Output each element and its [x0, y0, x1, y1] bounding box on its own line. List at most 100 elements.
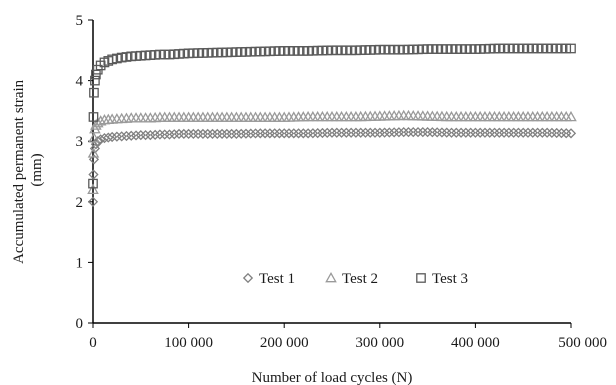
data-point — [397, 109, 410, 121]
series-test-3 — [88, 43, 576, 189]
y-tick-label: 2 — [76, 195, 84, 211]
data-point — [87, 183, 99, 195]
data-point — [522, 110, 534, 122]
data-point — [312, 127, 323, 139]
x-axis-title: Number of load cycles (N) — [252, 370, 413, 385]
data-point — [206, 111, 219, 122]
data-marks — [87, 43, 577, 207]
data-point — [121, 130, 132, 142]
data-point — [103, 132, 114, 143]
data-point — [479, 110, 491, 122]
legend: Test 1 Test 2 Test 3 — [242, 271, 468, 287]
data-point — [192, 111, 204, 122]
data-point — [245, 128, 256, 139]
data-point — [240, 111, 252, 122]
data-point — [474, 110, 486, 122]
data-point — [211, 111, 224, 122]
data-point — [87, 147, 100, 158]
legend-entry: Test 2 — [325, 271, 378, 287]
data-point — [134, 112, 147, 123]
y-tick-label: 4 — [76, 74, 84, 90]
data-point — [560, 110, 573, 122]
data-point — [240, 128, 252, 139]
data-point — [311, 110, 324, 122]
data-point — [90, 139, 101, 150]
data-point — [307, 128, 318, 139]
legend-marker-triangle — [325, 271, 337, 283]
data-point — [483, 110, 496, 122]
data-point — [512, 110, 525, 122]
data-point — [201, 111, 214, 122]
data-point — [88, 178, 98, 189]
legend-marker-diamond — [242, 272, 254, 284]
data-point — [321, 110, 334, 122]
data-point — [565, 128, 577, 139]
data-point — [116, 131, 127, 142]
data-point — [393, 127, 405, 138]
data-point — [302, 128, 314, 139]
data-point — [187, 111, 200, 122]
data-point — [254, 111, 267, 122]
x-tick-label: 400 000 — [451, 335, 500, 351]
data-point — [264, 111, 276, 122]
data-point — [150, 129, 161, 140]
data-point — [345, 110, 357, 122]
data-point — [178, 111, 190, 122]
data-point — [163, 111, 176, 122]
legend-label: Test 2 — [342, 271, 378, 287]
data-point — [541, 110, 553, 122]
data-point — [130, 130, 142, 141]
data-point — [259, 111, 271, 122]
data-point — [158, 111, 171, 122]
data-point — [88, 169, 99, 180]
data-point — [469, 110, 482, 122]
data-point — [88, 132, 100, 143]
data-point — [326, 110, 338, 122]
y-tick-label: 5 — [76, 13, 84, 29]
data-point — [225, 111, 238, 122]
data-point — [145, 130, 156, 141]
x-tick-label: 500 000 — [558, 335, 607, 351]
data-point — [379, 127, 390, 138]
data-point — [249, 111, 262, 122]
y-axis-title-line-1: Accumulated permanent strain — [11, 79, 27, 264]
data-point — [95, 134, 106, 145]
data-point — [374, 127, 385, 138]
data-point — [235, 111, 247, 122]
data-point — [221, 111, 233, 122]
data-point — [230, 111, 243, 122]
data-point — [139, 112, 152, 123]
data-point — [87, 196, 99, 207]
legend-marker-square — [416, 273, 426, 283]
data-point — [231, 128, 242, 140]
data-point — [88, 154, 100, 165]
data-point — [244, 111, 257, 122]
data-point — [517, 110, 530, 122]
data-point — [268, 111, 281, 122]
data-point — [335, 110, 348, 122]
data-point — [493, 110, 506, 122]
data-point — [173, 111, 185, 122]
y-tick-label: 3 — [76, 134, 84, 150]
data-point — [550, 110, 563, 122]
data-point — [107, 131, 118, 143]
data-point — [566, 43, 576, 54]
data-point — [307, 110, 319, 122]
data-point — [250, 128, 261, 139]
data-point — [546, 110, 558, 122]
data-point — [488, 110, 501, 122]
data-point — [111, 131, 123, 142]
data-point — [169, 129, 180, 140]
data-point — [130, 112, 142, 123]
data-point — [236, 128, 247, 139]
data-point — [317, 127, 328, 139]
data-point — [273, 111, 286, 122]
data-point — [216, 111, 228, 122]
data-point — [182, 111, 195, 122]
data-point — [164, 129, 175, 140]
data-point — [88, 112, 99, 122]
x-tick-label: 100 000 — [164, 335, 213, 351]
x-tick-label: 0 — [89, 335, 97, 351]
data-point — [316, 110, 329, 122]
